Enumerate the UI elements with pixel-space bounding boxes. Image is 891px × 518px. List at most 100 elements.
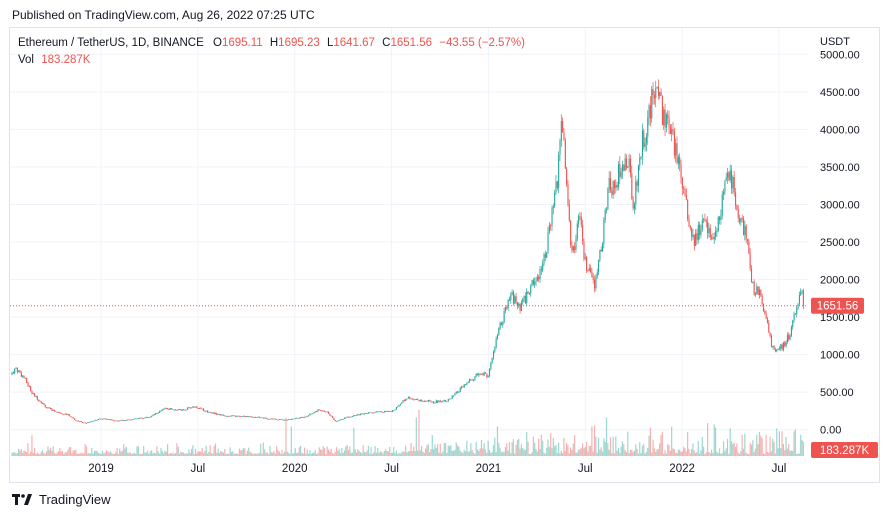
volume-bar <box>504 447 507 456</box>
candle-body <box>790 327 792 336</box>
volume-bar <box>584 446 586 456</box>
x-axis[interactable]: 2019 Jul 2020 Jul 2021 Jul 2022 Jul <box>88 463 786 475</box>
volume-bar <box>766 451 769 456</box>
candle-body <box>165 407 167 409</box>
volume-bar <box>692 443 694 456</box>
candle-body <box>465 384 467 386</box>
candle-body <box>395 407 397 410</box>
volume-bar <box>632 452 634 456</box>
candle-body <box>766 318 769 323</box>
volume-bar <box>40 451 42 456</box>
candle-body <box>193 406 195 408</box>
candle-body <box>117 420 119 422</box>
volume-bar <box>619 452 621 456</box>
volume-bar <box>671 426 673 456</box>
volume-bar <box>500 452 503 456</box>
volume-bar <box>236 453 238 456</box>
volume-bar <box>343 450 346 456</box>
candle-body <box>85 422 88 424</box>
volume-bar <box>68 447 70 456</box>
volume-bar <box>676 452 678 456</box>
volume-bar <box>387 451 389 456</box>
volume-bar <box>488 450 491 456</box>
volume-bar <box>237 453 239 456</box>
volume-bar <box>51 450 53 456</box>
candle-body <box>300 417 302 419</box>
volume-bar <box>217 448 219 456</box>
candle-body <box>633 204 636 209</box>
candle-body <box>232 415 234 417</box>
volume-bar <box>661 431 663 456</box>
volume-bar <box>262 442 264 456</box>
candle-body <box>770 335 773 347</box>
volume-bar <box>756 434 758 456</box>
legend-symbol: Ethereum / TetherUS, 1D, BINANCE <box>18 37 204 49</box>
candle-body <box>179 409 181 411</box>
candle-body <box>423 401 425 402</box>
volume-bar <box>554 446 556 456</box>
volume-bar <box>228 453 230 456</box>
volume-bar <box>346 445 348 456</box>
volume-bar <box>514 453 516 456</box>
candle-body <box>665 114 667 128</box>
volume-bar <box>382 453 384 456</box>
candle-body <box>125 419 127 421</box>
volume-bar <box>718 448 721 456</box>
candle-body <box>563 132 565 141</box>
candle-body <box>526 291 528 304</box>
chart-frame[interactable] <box>9 27 880 483</box>
volume-bar <box>550 433 552 456</box>
price-chart[interactable]: 0.00 500.00 1000.00 1500.00 2000.00 2500.00 30… <box>0 0 891 486</box>
volume-bar <box>737 452 739 456</box>
volume-bar <box>585 441 588 456</box>
volume-bar <box>769 436 771 456</box>
volume-bar <box>306 449 308 456</box>
candle-body <box>576 223 578 239</box>
volume-bar <box>379 451 382 456</box>
footer[interactable]: TradingView <box>12 492 111 507</box>
volume-bar <box>87 453 89 456</box>
candle-body <box>582 225 584 242</box>
volume-bar <box>282 453 284 456</box>
candle-body <box>344 417 346 419</box>
volume-bar <box>668 445 670 456</box>
candle-body <box>347 416 350 418</box>
volume-bar <box>667 444 669 456</box>
candle-body <box>208 411 210 413</box>
volume-bar <box>234 453 237 456</box>
candle-body <box>236 415 238 417</box>
candle-body <box>115 420 117 422</box>
candle-body <box>268 418 270 420</box>
volume-bar <box>760 435 762 456</box>
volume-bar <box>319 449 322 456</box>
svg-text:Ethereum / TetherUS, 1D, BINAN: Ethereum / TetherUS, 1D, BINANCE O1695.1… <box>18 37 525 49</box>
volume-bar <box>338 448 340 456</box>
candle-body <box>632 199 634 209</box>
volume-bar <box>740 451 742 456</box>
volume-bar <box>684 448 686 456</box>
candle-body <box>615 184 617 189</box>
candle-body <box>180 409 182 411</box>
y-axis[interactable]: 0.00 500.00 1000.00 1500.00 2000.00 2500.00 30… <box>820 49 860 436</box>
candle-body <box>639 157 641 166</box>
candle-body <box>99 418 101 420</box>
candle-body <box>514 296 516 304</box>
candle-body <box>532 280 534 285</box>
volume-bar <box>307 453 310 456</box>
candle-body <box>669 127 671 134</box>
candle-body <box>431 401 433 403</box>
candle-body <box>132 418 134 420</box>
candle-body <box>24 378 26 379</box>
volume-bar <box>151 450 153 456</box>
volume-bar <box>152 453 154 456</box>
candle-body <box>538 276 540 280</box>
candle-body <box>357 414 359 416</box>
volume-bar <box>147 450 149 456</box>
volume-bar <box>53 452 56 456</box>
candle-body <box>406 398 408 400</box>
volume-bar <box>640 453 642 456</box>
volume-bar <box>156 446 158 456</box>
candle-body <box>330 415 332 417</box>
volume-bar <box>145 452 147 456</box>
volume-bar <box>703 446 705 456</box>
